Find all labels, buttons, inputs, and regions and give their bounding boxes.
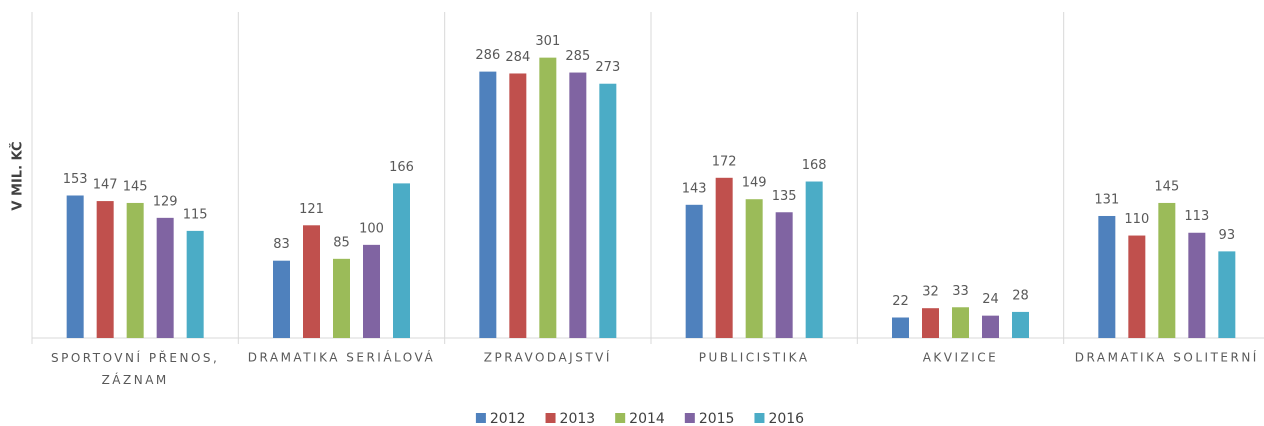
data-label: 129	[153, 194, 178, 209]
bar	[685, 204, 703, 338]
bar	[509, 73, 527, 338]
bar	[303, 225, 320, 338]
bar	[1218, 251, 1236, 338]
bar	[156, 217, 174, 338]
bar	[1012, 311, 1029, 338]
data-label: 32	[922, 285, 939, 300]
data-label: 153	[63, 172, 88, 187]
bar	[1188, 232, 1206, 338]
x-tick-label: DRAMATIKA SERIÁLOVÁ	[248, 350, 435, 365]
bar	[922, 308, 939, 338]
bar	[805, 181, 823, 338]
bar	[186, 230, 204, 338]
data-label: 22	[892, 294, 909, 309]
bar	[715, 177, 733, 338]
data-label: 110	[1124, 212, 1149, 227]
data-label: 145	[123, 179, 148, 194]
data-label: 83	[273, 237, 290, 252]
data-label: 121	[299, 202, 324, 217]
bar	[952, 307, 969, 338]
bar	[393, 183, 410, 338]
legend-swatch	[545, 413, 556, 423]
data-label: 301	[535, 34, 560, 49]
data-label: 115	[183, 207, 208, 222]
x-tick-label: SPORTOVNÍ PŘENOS, ZÁZNAM	[51, 350, 219, 387]
legend-label: 2015	[699, 411, 735, 426]
legend-swatch	[475, 413, 486, 423]
bar	[539, 57, 557, 338]
legend-label: 2016	[768, 411, 804, 426]
data-label: 286	[475, 48, 500, 63]
data-label: 168	[802, 158, 827, 173]
bar	[479, 71, 497, 339]
data-label: 172	[712, 154, 737, 169]
legend-label: 2014	[629, 411, 665, 426]
data-label: 166	[389, 160, 414, 175]
x-tick-label: PUBLICISTIKA	[699, 351, 810, 365]
data-label: 273	[595, 60, 620, 75]
bar	[982, 315, 999, 338]
data-label: 149	[742, 176, 767, 191]
bar	[1128, 235, 1146, 338]
data-label: 113	[1184, 209, 1209, 224]
data-label: 93	[1219, 228, 1236, 243]
x-tick-label: AKVIZICE	[923, 351, 999, 365]
data-label: 85	[333, 235, 350, 250]
bar	[569, 72, 587, 339]
data-label: 131	[1094, 192, 1119, 207]
legend-swatch	[754, 413, 765, 423]
legend-swatch	[615, 413, 626, 423]
bar	[126, 202, 144, 338]
y-axis-label: V MIL. KČ	[10, 141, 26, 210]
legend-swatch	[684, 413, 695, 423]
data-label: 24	[982, 292, 999, 307]
data-label: 147	[93, 178, 118, 193]
legend-label: 2013	[560, 411, 596, 426]
bar	[363, 244, 380, 338]
bar	[892, 317, 909, 338]
legend-label: 2012	[490, 411, 526, 426]
data-label: 33	[952, 284, 969, 299]
x-tick-label: ZPRAVODAJSTVÍ	[484, 350, 612, 365]
bar	[1158, 202, 1176, 338]
bar	[1098, 215, 1116, 338]
data-label: 285	[565, 49, 590, 64]
bar	[745, 199, 763, 338]
bar	[599, 83, 617, 338]
data-label: 28	[1012, 288, 1029, 303]
data-label: 284	[505, 50, 530, 65]
data-label: 100	[359, 221, 384, 236]
bar	[66, 195, 84, 338]
x-tick-label: DRAMATIKA SOLITERNÍ	[1075, 350, 1259, 365]
bar	[775, 212, 793, 338]
data-label: 143	[682, 181, 707, 196]
data-label: 135	[772, 189, 797, 204]
bar	[273, 260, 290, 338]
bar	[333, 258, 350, 338]
bar	[96, 201, 114, 338]
data-label: 145	[1154, 179, 1179, 194]
